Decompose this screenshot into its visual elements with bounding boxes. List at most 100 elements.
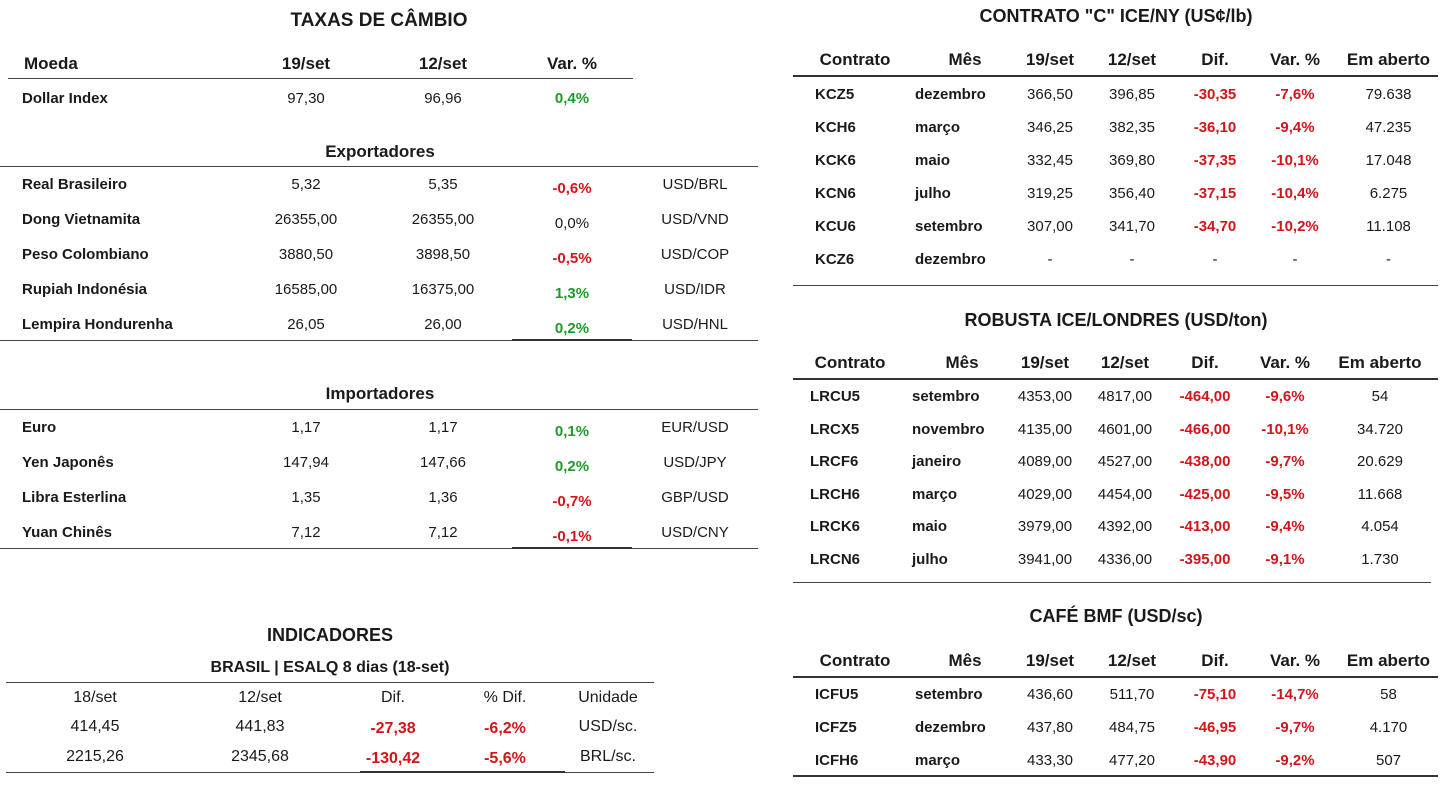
robusta-cell-code: LRCN6 <box>810 550 861 568</box>
fx-row-name: Peso Colombiano <box>22 246 149 263</box>
bmf-cell-v19: 437,80 <box>1027 719 1073 736</box>
fx-row-12: 26,00 <box>424 316 462 333</box>
contrato_c-cell-code: KCU6 <box>815 218 856 235</box>
bmf-cell-var: -9,7% <box>1275 719 1315 736</box>
contrato_c-cell-month: julho <box>915 185 951 202</box>
fx-row-name: Euro <box>22 419 57 436</box>
ind-title: INDICADORES <box>266 625 393 645</box>
robusta-header: Mês <box>945 353 979 372</box>
contrato_c-cell-month: setembro <box>915 218 983 235</box>
bmf-cell-dif: -75,10 <box>1193 686 1237 703</box>
fx-header-var: Var. % <box>546 54 598 73</box>
fx-row-19: 16585,00 <box>274 281 338 298</box>
fx-dollar-index-12: 96,96 <box>424 90 462 107</box>
robusta-cell-month: maio <box>912 518 948 535</box>
bmf-cell-open: 58 <box>1380 686 1397 703</box>
fx-row-var: 0,2% <box>554 458 590 475</box>
bmf-cell-v12: 484,75 <box>1109 719 1155 736</box>
contrato_c-cell-v12: 382,35 <box>1109 119 1155 136</box>
robusta-cell-var: -9,6% <box>1265 388 1305 405</box>
robusta-cell-dif: -466,00 <box>1179 420 1231 438</box>
contrato_c-cell-v19: 319,25 <box>1027 185 1073 202</box>
ind-header: Unidade <box>578 689 638 706</box>
contrato_c-cell-open: - <box>1386 251 1391 268</box>
bmf-header: Mês <box>948 651 982 670</box>
robusta-cell-dif: -438,00 <box>1179 453 1231 470</box>
ind-cell-b: 2345,68 <box>231 748 289 765</box>
ind-cell-dif: -130,42 <box>365 750 421 767</box>
fx-row-12: 147,66 <box>420 454 466 471</box>
robusta-cell-v12: 4336,00 <box>1097 550 1153 568</box>
robusta-header: Dif. <box>1191 353 1219 372</box>
contrato_c-header: Em aberto <box>1346 50 1431 69</box>
contrato_c-cell-var: -7,6% <box>1275 86 1315 103</box>
robusta-cell-v12: 4601,00 <box>1097 420 1153 438</box>
fx-dollar-index-name: Dollar Index <box>22 90 108 107</box>
fx-exportadores-rule <box>0 166 758 167</box>
contrato_c-cell-dif: -37,15 <box>1193 185 1237 202</box>
fx-row-19: 5,32 <box>291 176 321 193</box>
contrato_c-cell-month: dezembro <box>915 251 986 268</box>
bmf-title: CAFÉ BMF (USD/sc) <box>1029 606 1203 626</box>
robusta-cell-code: LRCK6 <box>810 518 861 535</box>
fx-row-12: 3898,50 <box>415 246 471 263</box>
robusta-cell-open: 20.629 <box>1357 453 1403 470</box>
fx-row-name: Real Brasileiro <box>22 176 128 193</box>
robusta-cell-open: 11.668 <box>1357 485 1403 503</box>
bmf-header: Em aberto <box>1346 651 1431 670</box>
bmf-cell-month: setembro <box>915 686 983 703</box>
contrato_c-header: 12/set <box>1107 50 1157 69</box>
contrato_c-header: Dif. <box>1201 50 1229 69</box>
robusta-cell-month: julho <box>912 550 948 568</box>
ind-dif-underline <box>360 771 565 773</box>
contrato_c-cell-var: -9,4% <box>1275 119 1315 136</box>
robusta-cell-v19: 4135,00 <box>1017 420 1073 438</box>
fx-row-name: Yuan Chinês <box>22 524 113 541</box>
fx-row-12: 26355,00 <box>411 211 475 228</box>
fx-importadores-rule <box>0 409 758 410</box>
robusta-header-rule <box>793 378 1438 380</box>
contrato_c-cell-var: -10,2% <box>1271 218 1319 235</box>
fx-header-rule <box>8 78 633 79</box>
fx-row-var: -0,6% <box>552 180 592 197</box>
fx-row-name: Dong Vietnamita <box>22 211 141 228</box>
fx-row-pair: USD/BRL <box>662 176 728 193</box>
robusta-cell-month: janeiro <box>912 453 962 470</box>
ind-cell-unit: BRL/sc. <box>579 748 636 765</box>
robusta-cell-var: -9,1% <box>1265 550 1305 568</box>
ind-header: Dif. <box>381 689 405 706</box>
robusta-cell-dif: -395,00 <box>1179 550 1231 568</box>
fx-row-name: Rupiah Indonésia <box>22 281 148 298</box>
bmf-header: Var. % <box>1269 651 1321 670</box>
bmf-header: 19/set <box>1025 651 1075 670</box>
fx-row-name: Lempira Hondurenha <box>22 316 173 333</box>
fx-row-pair: USD/HNL <box>662 316 728 333</box>
contrato_c-cell-v19: 332,45 <box>1027 152 1073 169</box>
robusta-header: 19/set <box>1020 353 1070 372</box>
bmf-cell-v12: 511,70 <box>1109 686 1155 703</box>
robusta-cell-month: novembro <box>912 420 985 438</box>
contrato_c-cell-v12: 356,40 <box>1109 185 1155 202</box>
ind-cell-a: 2215,26 <box>66 748 124 765</box>
contrato_c-cell-open: 17.048 <box>1365 152 1412 169</box>
robusta-header: Em aberto <box>1338 353 1422 372</box>
fx-row-19: 3880,50 <box>278 246 334 263</box>
contrato_c-cell-code: KCZ5 <box>815 86 855 103</box>
robusta-cell-code: LRCH6 <box>810 485 861 503</box>
fx-dollar-index-19: 97,30 <box>287 90 325 107</box>
bmf-cell-code: ICFZ5 <box>815 719 857 736</box>
bmf-header: Dif. <box>1201 651 1229 670</box>
bmf-cell-var: -14,7% <box>1271 686 1319 703</box>
contrato_c-cell-dif: -34,70 <box>1193 218 1237 235</box>
rc-bottom-rule <box>793 582 1431 583</box>
ind-cell-b: 441,83 <box>235 718 285 735</box>
kc-bottom-rule <box>793 285 1438 286</box>
contrato_c-cell-open: 47.235 <box>1365 119 1412 136</box>
ind-cell-unit: USD/sc. <box>578 718 638 735</box>
bmf-cell-open: 4.170 <box>1369 719 1408 736</box>
contrato_c-cell-v19: 366,50 <box>1027 86 1073 103</box>
contrato_c-header: 19/set <box>1025 50 1075 69</box>
fx-row-19: 147,94 <box>283 454 329 471</box>
fx-row-pair: GBP/USD <box>661 489 729 506</box>
fx-row-pair: USD/VND <box>661 211 729 228</box>
